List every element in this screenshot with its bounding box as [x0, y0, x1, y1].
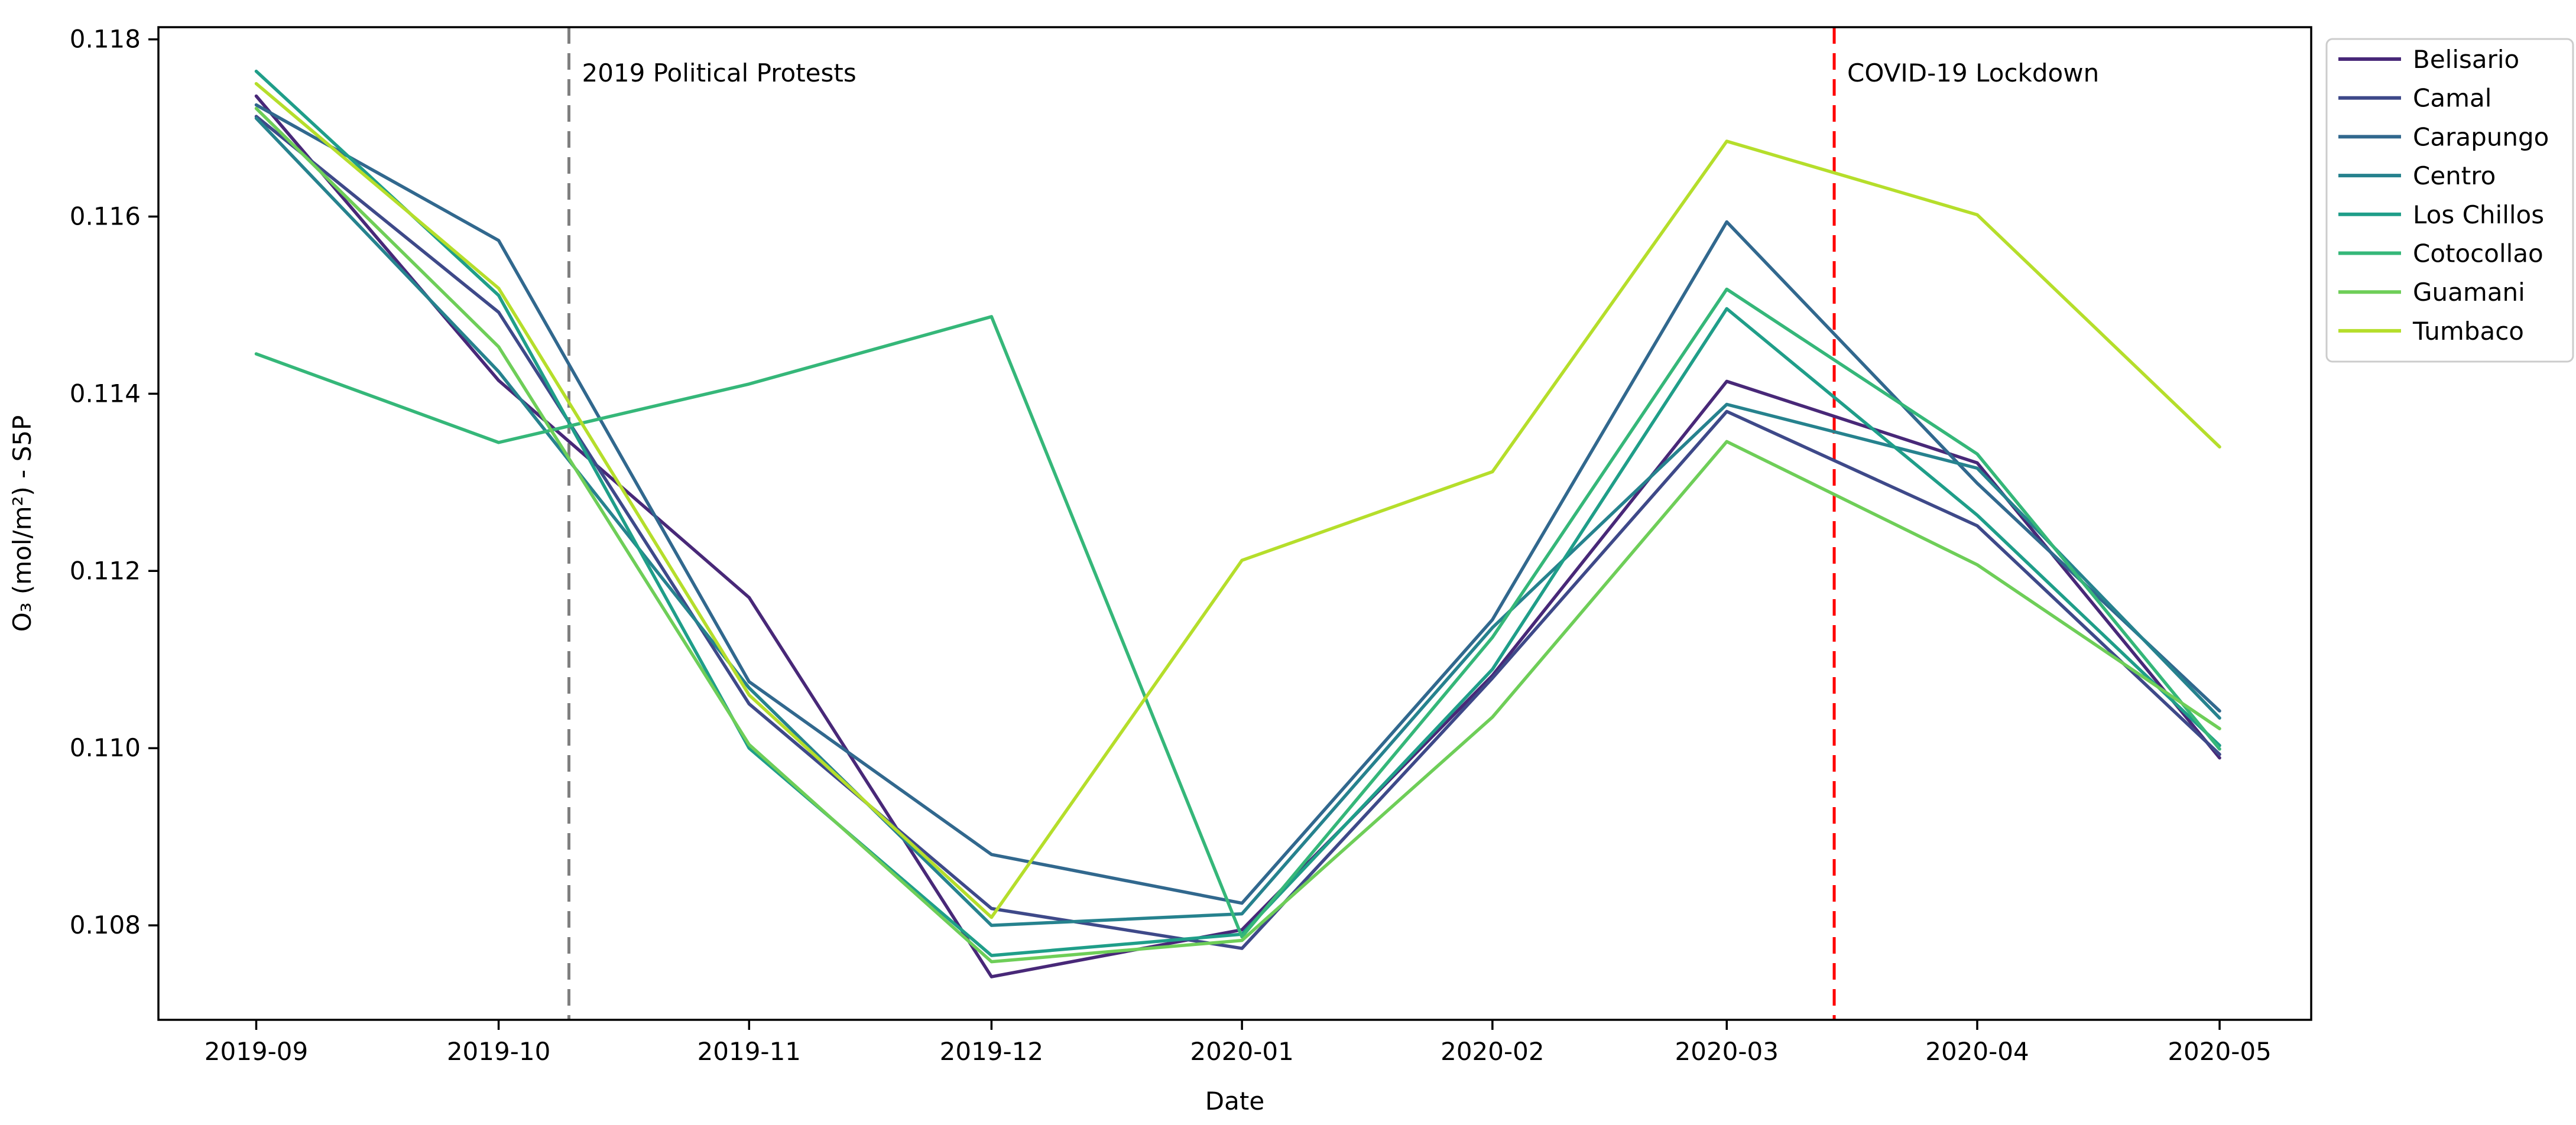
- legend-label: Belisario: [2413, 45, 2519, 74]
- series-line-los-chillos: [254, 69, 2221, 957]
- series-lines: [254, 69, 2221, 978]
- y-axis-ticks: 0.108 0.110 0.112 0.114 0.116 0.118: [70, 25, 158, 939]
- y-axis-title: O₃ (mol/m²) - S5P: [8, 415, 37, 632]
- x-tick-label: 2019-09: [205, 1037, 309, 1066]
- x-tick-label: 2020-04: [1925, 1037, 2029, 1066]
- event-vlines: [567, 27, 1836, 1020]
- legend-label: Tumbaco: [2412, 317, 2524, 346]
- x-tick-label: 2019-11: [697, 1037, 802, 1066]
- x-tick-label: 2020-05: [2168, 1037, 2272, 1066]
- y-tick-label: 0.116: [70, 202, 141, 231]
- series-line-belisario: [254, 94, 2221, 978]
- legend: Belisario Camal Carapungo Centro Los Chillos…: [2325, 38, 2574, 363]
- y-tick-label: 0.114: [70, 379, 141, 408]
- y-tick-label: 0.110: [70, 733, 141, 762]
- legend-box: [2325, 38, 2574, 363]
- annotation-label: 2019 Political Protests: [582, 58, 856, 87]
- annotation-label: COVID-19 Lockdown: [1847, 58, 2099, 87]
- series-line-centro: [254, 116, 2221, 927]
- series-line-carapungo: [254, 103, 2221, 905]
- series-line-guamani: [254, 106, 2221, 964]
- x-axis-ticks: 2019-09 2019-10 2019-11 2019-12 2020-01 2020-…: [205, 1020, 2272, 1066]
- legend-label: Guamani: [2413, 278, 2525, 307]
- y-tick-label: 0.108: [70, 911, 141, 939]
- x-tick-label: 2019-12: [940, 1037, 1044, 1066]
- legend-label: Camal: [2413, 84, 2491, 113]
- legend-label: Carapungo: [2413, 122, 2549, 151]
- x-tick-label: 2020-02: [1441, 1037, 1545, 1066]
- y-tick-label: 0.118: [70, 25, 141, 54]
- y-tick-label: 0.112: [70, 556, 141, 585]
- series-line-camal: [254, 115, 2221, 950]
- x-axis-title: Date: [1205, 1087, 1264, 1116]
- legend-label: Centro: [2413, 161, 2496, 190]
- x-tick-label: 2020-03: [1675, 1037, 1779, 1066]
- x-tick-label: 2019-10: [447, 1037, 551, 1066]
- series-line-tumbaco: [254, 82, 2221, 919]
- event-annotations: 2019 Political Protests COVID-19 Lockdown: [582, 58, 2099, 87]
- legend-label: Cotocollao: [2413, 239, 2543, 268]
- legend-label: Los Chillos: [2413, 200, 2544, 229]
- plot-frame: [157, 26, 2312, 1021]
- x-tick-label: 2020-01: [1190, 1037, 1294, 1066]
